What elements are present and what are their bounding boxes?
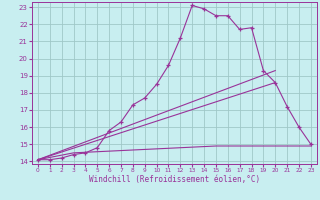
X-axis label: Windchill (Refroidissement éolien,°C): Windchill (Refroidissement éolien,°C) [89,175,260,184]
